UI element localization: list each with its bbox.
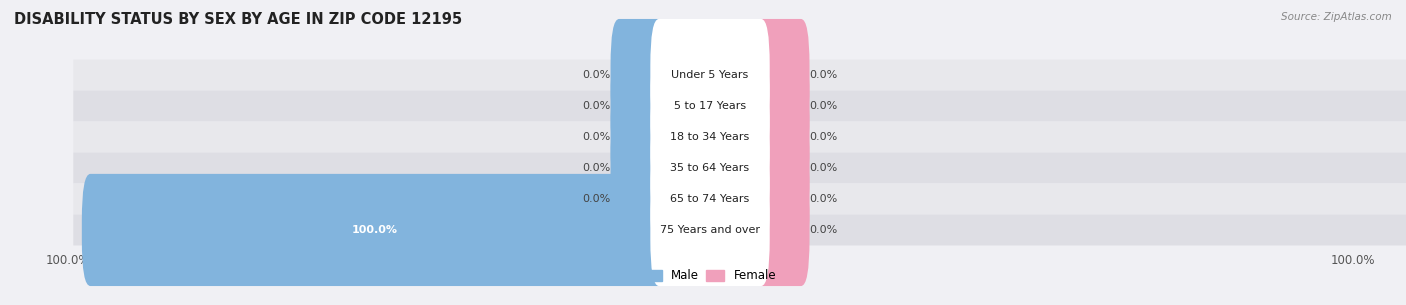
Text: 0.0%: 0.0% <box>582 194 610 204</box>
FancyBboxPatch shape <box>752 19 810 131</box>
Text: Source: ZipAtlas.com: Source: ZipAtlas.com <box>1281 12 1392 22</box>
Text: 100.0%: 100.0% <box>352 225 398 235</box>
Text: DISABILITY STATUS BY SEX BY AGE IN ZIP CODE 12195: DISABILITY STATUS BY SEX BY AGE IN ZIP C… <box>14 12 463 27</box>
FancyBboxPatch shape <box>610 112 668 224</box>
FancyBboxPatch shape <box>752 174 810 286</box>
Text: 0.0%: 0.0% <box>810 132 838 142</box>
Text: 0.0%: 0.0% <box>582 163 610 173</box>
Text: 65 to 74 Years: 65 to 74 Years <box>671 194 749 204</box>
Text: 0.0%: 0.0% <box>810 163 838 173</box>
Text: Under 5 Years: Under 5 Years <box>672 70 748 80</box>
Text: 0.0%: 0.0% <box>810 101 838 111</box>
FancyBboxPatch shape <box>82 174 668 286</box>
FancyBboxPatch shape <box>73 184 1406 214</box>
FancyBboxPatch shape <box>651 174 769 286</box>
FancyBboxPatch shape <box>752 81 810 193</box>
Text: 0.0%: 0.0% <box>810 70 838 80</box>
FancyBboxPatch shape <box>610 19 668 131</box>
FancyBboxPatch shape <box>651 19 769 131</box>
Text: 0.0%: 0.0% <box>582 132 610 142</box>
FancyBboxPatch shape <box>610 81 668 193</box>
FancyBboxPatch shape <box>610 143 668 255</box>
Text: 0.0%: 0.0% <box>582 70 610 80</box>
FancyBboxPatch shape <box>752 112 810 224</box>
Legend: Male, Female: Male, Female <box>640 265 780 287</box>
Text: 5 to 17 Years: 5 to 17 Years <box>673 101 747 111</box>
FancyBboxPatch shape <box>651 81 769 193</box>
FancyBboxPatch shape <box>73 214 1406 246</box>
Text: 18 to 34 Years: 18 to 34 Years <box>671 132 749 142</box>
Text: 35 to 64 Years: 35 to 64 Years <box>671 163 749 173</box>
FancyBboxPatch shape <box>73 152 1406 184</box>
FancyBboxPatch shape <box>651 50 769 162</box>
Text: 0.0%: 0.0% <box>810 225 838 235</box>
FancyBboxPatch shape <box>752 50 810 162</box>
FancyBboxPatch shape <box>651 112 769 224</box>
FancyBboxPatch shape <box>651 143 769 255</box>
FancyBboxPatch shape <box>752 143 810 255</box>
Text: 75 Years and over: 75 Years and over <box>659 225 761 235</box>
Text: 0.0%: 0.0% <box>810 194 838 204</box>
FancyBboxPatch shape <box>73 121 1406 152</box>
FancyBboxPatch shape <box>73 59 1406 91</box>
Text: 0.0%: 0.0% <box>582 101 610 111</box>
FancyBboxPatch shape <box>610 50 668 162</box>
FancyBboxPatch shape <box>73 91 1406 121</box>
